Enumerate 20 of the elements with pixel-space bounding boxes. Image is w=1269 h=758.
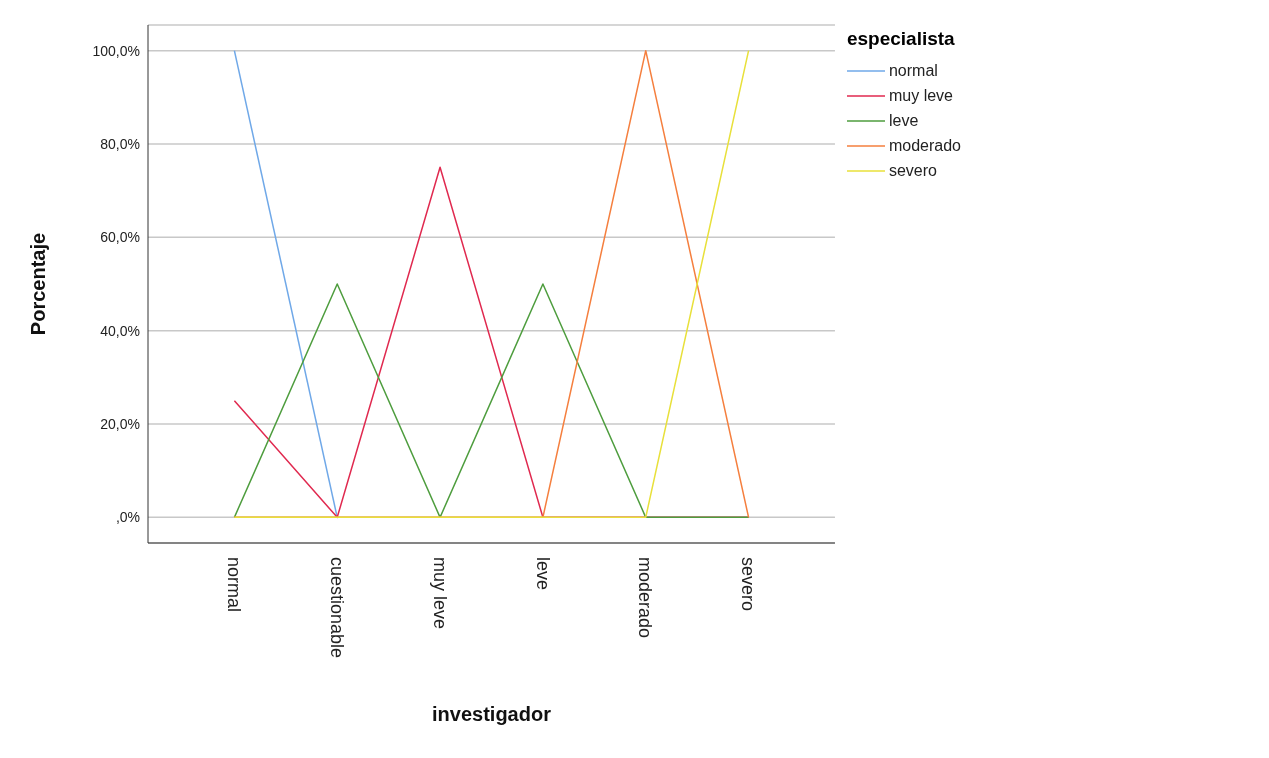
legend-title: especialista [846,28,956,50]
y-tick-label: 60,0% [100,229,140,246]
legend-label: leve [887,110,920,131]
x-tick-label: muy leve [429,557,450,630]
y-tick-label: ,0% [115,509,140,526]
y-tick-label: 80,0% [100,135,140,152]
legend-label: muy leve [887,85,954,106]
legend-label: moderado [887,135,961,156]
x-axis-title: investigador [432,703,552,725]
y-tick-label: 40,0% [100,322,140,339]
x-tick-label: leve [532,557,553,591]
y-tick-label: 100,0% [92,42,140,59]
x-tick-label: moderado [635,557,656,639]
x-tick-label: cuestionable [326,557,347,659]
legend-label: normal [887,60,939,81]
x-tick-label: normal [224,557,245,613]
x-tick-label: severo [738,557,759,612]
y-axis-title: Porcentaje [27,232,50,336]
y-tick-label: 20,0% [100,415,140,432]
legend-label: severo [887,160,938,181]
